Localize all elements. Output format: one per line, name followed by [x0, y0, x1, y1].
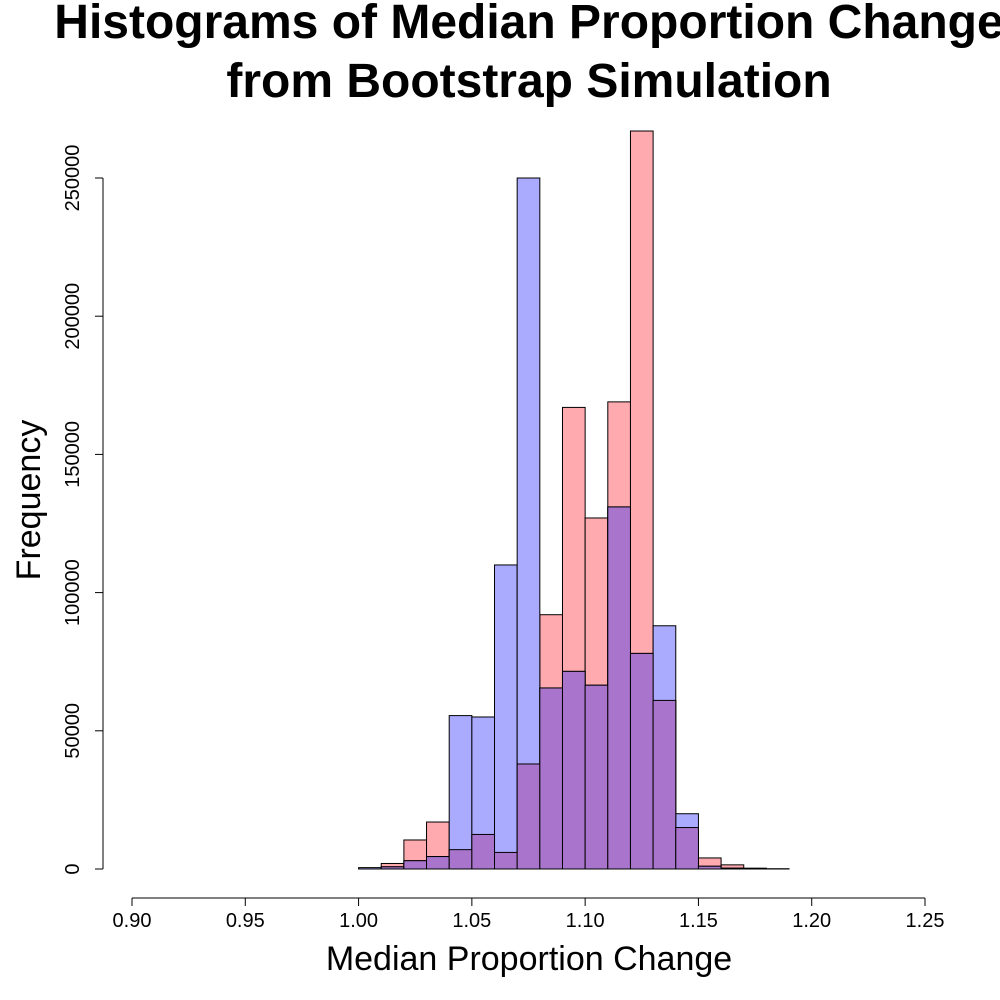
blue-series-bar: [358, 867, 382, 870]
overlap-bar: [584, 684, 609, 870]
x-tick-label: 1.20: [792, 910, 831, 932]
y-tick-label: 50000: [62, 703, 84, 759]
overlap-bar: [471, 833, 496, 870]
x-tick-label: 1.05: [452, 910, 491, 932]
overlap-bar: [516, 763, 541, 870]
x-tick-label: 1.10: [566, 910, 605, 932]
overlap-bar: [561, 670, 586, 870]
x-tick-label: 0.90: [113, 910, 152, 932]
y-tick-label: 250000: [62, 145, 84, 212]
y-axis: 0 50000 100000 150000 200000 250000: [62, 145, 104, 875]
x-tick-label: 1.00: [339, 910, 378, 932]
x-axis: 0.90 0.95 1.00 1.05 1.10 1.15 1.20 1.25: [113, 897, 945, 932]
overlap-bar: [539, 687, 563, 870]
overlap-bar: [720, 867, 745, 870]
overlap-bar: [426, 856, 450, 870]
overlap-bar: [675, 827, 699, 870]
overlap-bar: [629, 652, 654, 870]
y-axis-label: Frequency: [10, 420, 48, 581]
x-tick-label: 1.15: [679, 910, 718, 932]
x-axis-label: Median Proportion Change: [326, 940, 732, 978]
overlap-bar: [652, 699, 677, 870]
chart-title-line-2: from Bootstrap Simulation: [226, 55, 831, 108]
overlap-bar: [380, 866, 405, 870]
overlap-bar: [403, 860, 428, 870]
chart-title-line-1: Histograms of Median Proportion Change: [54, 0, 1000, 49]
histogram-bars: [358, 130, 790, 870]
x-tick-label: 1.25: [906, 910, 945, 932]
x-tick-label: 0.95: [226, 910, 265, 932]
y-tick-label: 0: [62, 863, 84, 874]
y-tick-label: 200000: [62, 283, 84, 350]
overlap-bar: [448, 849, 473, 870]
blue-series-bar: [494, 564, 518, 870]
overlap-bar: [607, 506, 631, 870]
y-tick-label: 150000: [62, 421, 84, 488]
y-tick-label: 100000: [62, 559, 84, 626]
chart-title: Histograms of Median Proportion Change f…: [54, 0, 1000, 108]
overlap-bar: [697, 865, 722, 870]
overlap-bar: [494, 851, 518, 870]
blue-series-bar: [448, 715, 473, 870]
red-series-bar: [743, 867, 767, 870]
